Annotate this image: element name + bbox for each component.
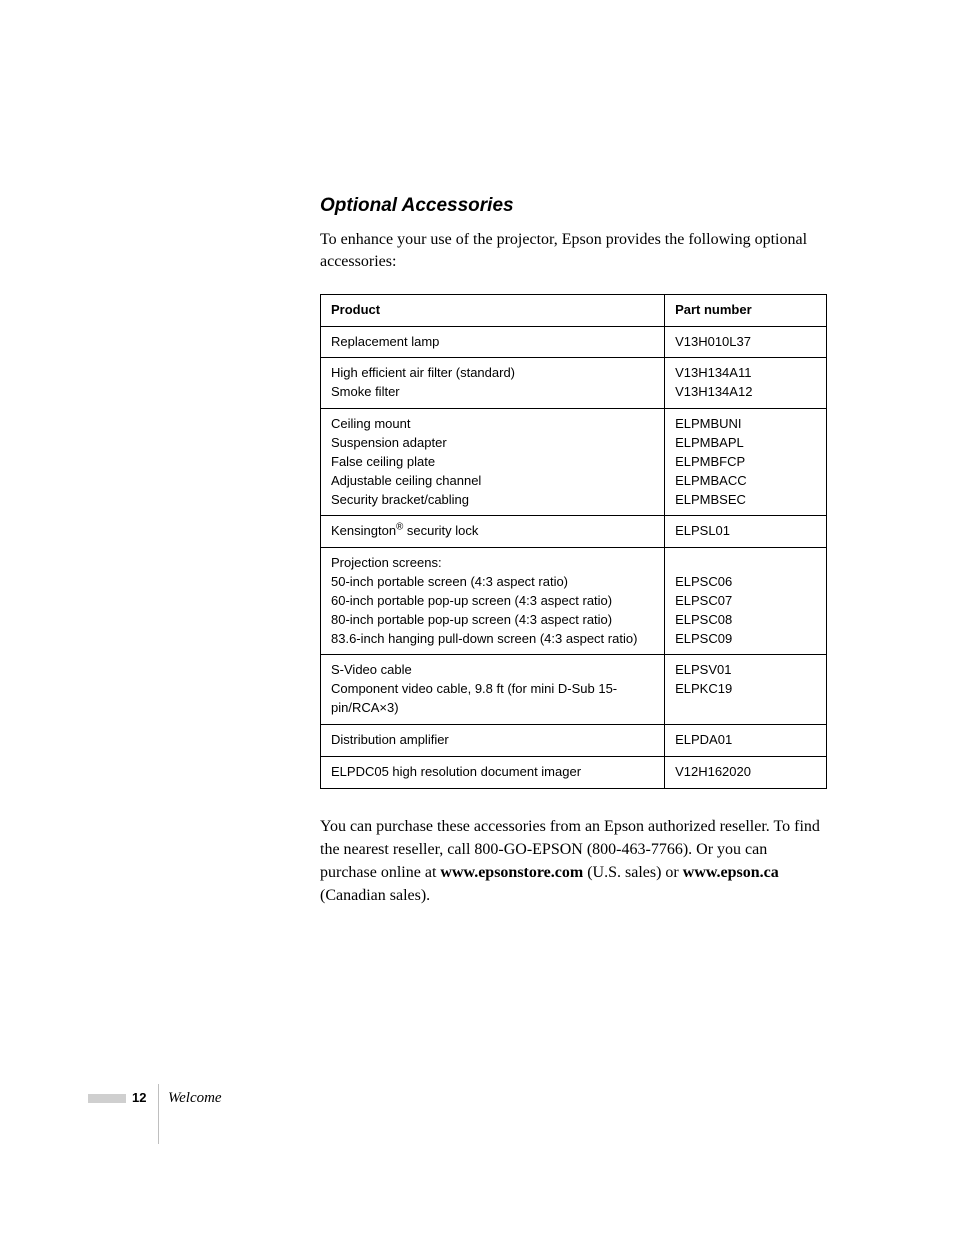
cell-part-number: ELPMBUNIELPMBAPLELPMBFCPELPMBACCELPMBSEC bbox=[665, 409, 827, 516]
outro-paragraph: You can purchase these accessories from … bbox=[320, 815, 827, 908]
cell-part-number: V13H134A11V13H134A12 bbox=[665, 358, 827, 409]
cell-product: High efficient air filter (standard)Smok… bbox=[321, 358, 665, 409]
cell-part-number: ELPSV01ELPKC19 bbox=[665, 655, 827, 725]
footer-accent-bar bbox=[88, 1094, 126, 1103]
table-row: S-Video cableComponent video cable, 9.8 … bbox=[321, 655, 827, 725]
footer-section-name: Welcome bbox=[168, 1090, 222, 1107]
table-row: Ceiling mountSuspension adapterFalse cei… bbox=[321, 409, 827, 516]
page: Optional Accessories To enhance your use… bbox=[0, 0, 954, 1235]
table-row: Projection screens:50-inch portable scre… bbox=[321, 548, 827, 655]
accessories-table: Product Part number Replacement lampV13H… bbox=[320, 294, 827, 789]
table-row: Kensington® security lockELPSL01 bbox=[321, 516, 827, 548]
column-header-product: Product bbox=[321, 294, 665, 326]
cell-part-number: ELPSL01 bbox=[665, 516, 827, 548]
cell-product: Kensington® security lock bbox=[321, 516, 665, 548]
outro-text-post: (Canadian sales). bbox=[320, 887, 430, 904]
table-header-row: Product Part number bbox=[321, 294, 827, 326]
link-epsonstore: www.epsonstore.com bbox=[440, 864, 583, 881]
table-body: Replacement lampV13H010L37High efficient… bbox=[321, 326, 827, 788]
intro-paragraph: To enhance your use of the projector, Ep… bbox=[320, 229, 827, 274]
link-epson-ca: www.epson.ca bbox=[683, 864, 779, 881]
table-row: ELPDC05 high resolution document imagerV… bbox=[321, 756, 827, 788]
cell-product: S-Video cableComponent video cable, 9.8 … bbox=[321, 655, 665, 725]
cell-product: Projection screens:50-inch portable scre… bbox=[321, 548, 665, 655]
section-title: Optional Accessories bbox=[320, 195, 827, 217]
cell-product: Distribution amplifier bbox=[321, 724, 665, 756]
cell-product: Replacement lamp bbox=[321, 326, 665, 358]
cell-part-number: ELPDA01 bbox=[665, 724, 827, 756]
cell-part-number: V12H162020 bbox=[665, 756, 827, 788]
outro-text-mid: (U.S. sales) or bbox=[583, 864, 683, 881]
cell-part-number: ELPSC06ELPSC07ELPSC08ELPSC09 bbox=[665, 548, 827, 655]
footer-divider bbox=[158, 1084, 159, 1144]
cell-product: Ceiling mountSuspension adapterFalse cei… bbox=[321, 409, 665, 516]
content-area: Optional Accessories To enhance your use… bbox=[320, 195, 827, 907]
table-row: Replacement lampV13H010L37 bbox=[321, 326, 827, 358]
table-row: High efficient air filter (standard)Smok… bbox=[321, 358, 827, 409]
page-number: 12 bbox=[132, 1090, 146, 1105]
column-header-part-number: Part number bbox=[665, 294, 827, 326]
table-row: Distribution amplifierELPDA01 bbox=[321, 724, 827, 756]
cell-product: ELPDC05 high resolution document imager bbox=[321, 756, 665, 788]
cell-part-number: V13H010L37 bbox=[665, 326, 827, 358]
page-footer: 12 Welcome bbox=[88, 1090, 828, 1120]
